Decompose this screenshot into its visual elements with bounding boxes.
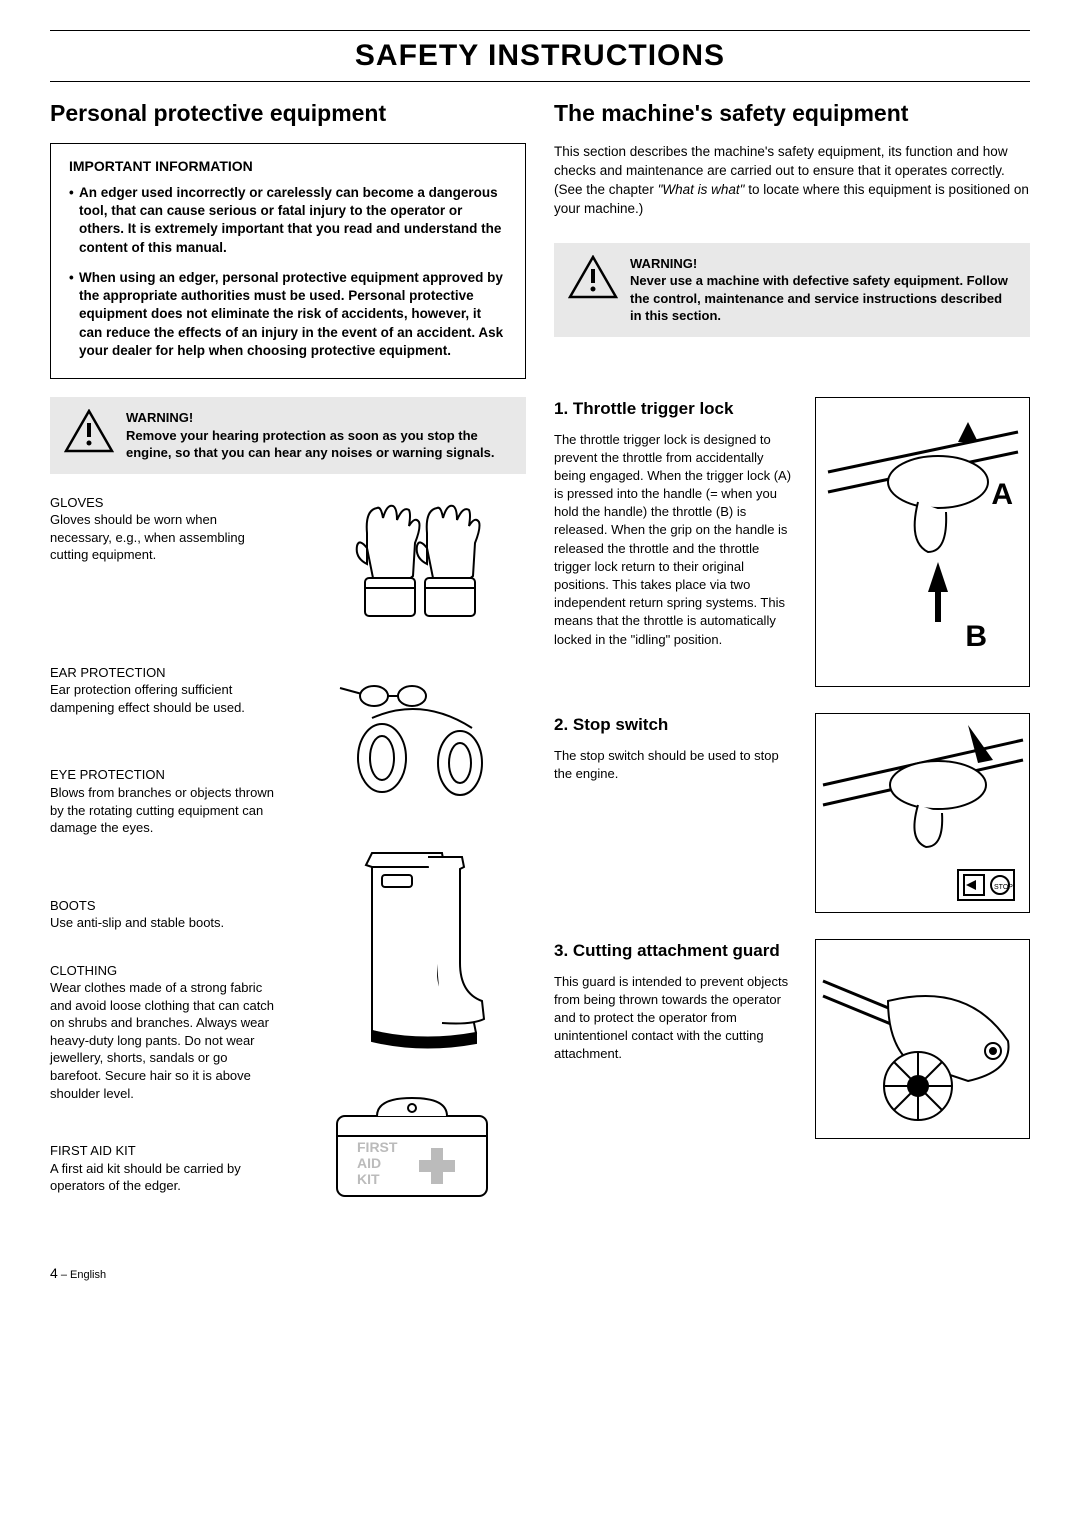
first-aid-kit-icon: FIRST AID KIT: [327, 1088, 497, 1213]
diagram-label-B: B: [965, 620, 987, 654]
page-title: SAFETY INSTRUCTIONS: [50, 39, 1030, 73]
throttle-body: The throttle trigger lock is designed to…: [554, 431, 797, 649]
ppe-section: GLOVES Gloves should be worn when necess…: [50, 494, 526, 1235]
ppe-gloves-label: GLOVES: [50, 494, 279, 512]
ppe-clothing-body: Wear clothes made of a strong fabric and…: [50, 979, 279, 1102]
svg-text:AID: AID: [357, 1155, 381, 1171]
ppe-firstaid-label: FIRST AID KIT: [50, 1142, 279, 1160]
boots-icon: [332, 843, 492, 1058]
guard-body: This guard is intended to prevent object…: [554, 973, 797, 1064]
section-stop-switch: 2. Stop switch The stop switch should be…: [554, 713, 1030, 913]
important-bullet-2: When using an edger, personal protective…: [69, 269, 507, 360]
gloves-icon: [337, 498, 487, 638]
warning-body: Never use a machine with defective safet…: [630, 273, 1008, 323]
important-info-box: IMPORTANT INFORMATION An edger used inco…: [50, 143, 526, 379]
ppe-eye-label: EYE PROTECTION: [50, 766, 279, 784]
diagram-label-A: A: [991, 478, 1013, 512]
stop-title: 2. Stop switch: [554, 713, 797, 737]
ppe-ear-body: Ear protection offering sufficient dampe…: [50, 681, 279, 716]
ppe-clothing-label: CLOTHING: [50, 962, 279, 980]
page-number: 4: [50, 1265, 58, 1281]
ppe-ear-label: EAR PROTECTION: [50, 664, 279, 682]
guard-title: 3. Cutting attachment guard: [554, 939, 797, 963]
page-footer: 4 – English: [50, 1265, 1030, 1281]
warning-box-hearing: WARNING! Remove your hearing protection …: [50, 397, 526, 474]
ppe-eye-body: Blows from branches or objects thrown by…: [50, 784, 279, 837]
stop-body: The stop switch should be used to stop t…: [554, 747, 797, 783]
footer-language: – English: [58, 1269, 106, 1281]
heading-machine-safety: The machine's safety equipment: [554, 100, 1030, 127]
ppe-gloves-body: Gloves should be worn when necessary, e.…: [50, 511, 279, 564]
warning-triangle-icon: [64, 409, 114, 458]
left-column: Personal protective equipment IMPORTANT …: [50, 100, 526, 1235]
rule-under-title: [50, 81, 1030, 82]
section-cutting-guard: 3. Cutting attachment guard This guard i…: [554, 939, 1030, 1139]
warning-label: WARNING!: [126, 409, 512, 427]
stop-switch-diagram: STOP: [815, 713, 1030, 913]
warning-box-defective: WARNING! Never use a machine with defect…: [554, 243, 1030, 337]
ear-eye-protection-icon: [332, 668, 492, 813]
svg-text:KIT: KIT: [357, 1171, 380, 1187]
important-bullet-1: An edger used incorrectly or carelessly …: [69, 184, 507, 257]
warning-triangle-icon: [568, 255, 618, 304]
throttle-diagram: A B: [815, 397, 1030, 687]
warning-label: WARNING!: [630, 255, 1016, 273]
important-info-title: IMPORTANT INFORMATION: [69, 158, 507, 174]
throttle-title: 1. Throttle trigger lock: [554, 397, 797, 421]
ppe-firstaid-body: A first aid kit should be carried by ope…: [50, 1160, 279, 1195]
rule-top: [50, 30, 1030, 31]
ppe-boots-body: Use anti-slip and stable boots.: [50, 914, 279, 932]
svg-text:FIRST: FIRST: [357, 1139, 398, 1155]
warning-body: Remove your hearing protection as soon a…: [126, 428, 494, 461]
ppe-boots-label: BOOTS: [50, 897, 279, 915]
intro-paragraph: This section describes the machine's saf…: [554, 143, 1030, 219]
cutting-guard-diagram: [815, 939, 1030, 1139]
svg-text:STOP: STOP: [994, 884, 1013, 891]
section-throttle-lock: 1. Throttle trigger lock The throttle tr…: [554, 397, 1030, 687]
right-column: The machine's safety equipment This sect…: [554, 100, 1030, 1235]
heading-ppe: Personal protective equipment: [50, 100, 526, 127]
